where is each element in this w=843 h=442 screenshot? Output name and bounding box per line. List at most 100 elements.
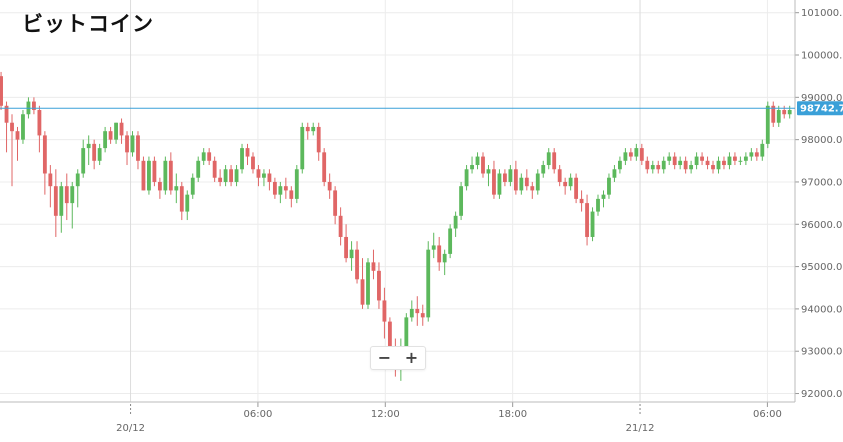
candle-body [283, 186, 288, 191]
candle [300, 122, 305, 174]
candle-body [272, 181, 277, 195]
candle [481, 152, 485, 178]
candle-body [42, 135, 47, 174]
zoom-in-button[interactable]: + [404, 348, 419, 367]
candle-body [53, 186, 58, 216]
candle-body [125, 135, 129, 153]
candle [382, 287, 387, 339]
candle [492, 160, 496, 199]
candle [272, 177, 277, 199]
candle [508, 165, 513, 187]
candle-body [223, 169, 228, 182]
y-tick-label: 97000.0 [801, 177, 842, 188]
candle-body [294, 169, 299, 199]
candle [765, 101, 770, 149]
x-tick-label: 21/12 [626, 423, 655, 434]
candle-body [344, 236, 349, 259]
candle-body [163, 160, 168, 191]
candle [552, 148, 557, 174]
candle-body [305, 126, 310, 132]
candle [782, 105, 787, 119]
candle [672, 152, 677, 170]
candle-body [656, 165, 661, 170]
candle-body [201, 152, 206, 161]
candle [420, 304, 425, 326]
candle [103, 126, 108, 153]
candle-body [196, 160, 201, 178]
candle-body [37, 110, 42, 136]
candle-body [157, 181, 162, 191]
candle-body [415, 308, 420, 314]
candle [628, 148, 633, 161]
candle [689, 160, 694, 174]
candle [601, 190, 606, 208]
candle [190, 173, 195, 199]
candle-body [530, 186, 535, 191]
zoom-out-button[interactable]: − [377, 348, 392, 367]
candle-body [103, 131, 108, 149]
candle [623, 148, 628, 166]
candle [612, 165, 617, 182]
candle [240, 143, 244, 174]
candle [355, 241, 359, 284]
candle-body [377, 270, 381, 301]
candle-body [4, 105, 9, 123]
candle-body [705, 160, 710, 166]
candle-body [459, 186, 464, 216]
candle-body [262, 173, 266, 178]
candle [92, 139, 97, 170]
candle [108, 126, 113, 144]
candle-body [475, 156, 480, 166]
candle [316, 122, 321, 161]
candle [749, 148, 754, 161]
candle-body [15, 131, 20, 140]
candle-body [64, 186, 69, 204]
candle [733, 152, 737, 166]
candle-body [667, 156, 672, 161]
candle-body [152, 160, 157, 182]
candle-body [678, 160, 683, 166]
candle [634, 143, 639, 161]
candle [32, 97, 36, 115]
candle-body [596, 198, 600, 212]
candle [453, 211, 458, 237]
candle [579, 190, 584, 212]
candle-body [0, 76, 3, 106]
candle [311, 122, 316, 136]
candle-body [327, 181, 332, 191]
candle-body [765, 105, 770, 144]
candle [245, 143, 250, 166]
candle [53, 169, 58, 237]
candle-body [218, 177, 223, 182]
candle-body [782, 110, 787, 115]
candle [486, 165, 491, 187]
candle [470, 156, 474, 174]
candle-body [136, 135, 140, 161]
candle-body [661, 160, 666, 170]
candle [48, 165, 53, 208]
candle-body [486, 169, 491, 174]
candle [218, 169, 223, 187]
candle [201, 148, 206, 166]
candle-body [738, 160, 743, 162]
candle-body [481, 156, 485, 174]
candle-body [623, 152, 628, 161]
candle-body [628, 152, 633, 157]
y-tick-label: 98000.0 [801, 135, 842, 146]
candle-body [694, 156, 699, 166]
y-tick-label: 99000.0 [801, 93, 842, 104]
candle [497, 169, 502, 199]
candle-body [502, 173, 507, 182]
candle-body [251, 156, 255, 170]
candle [590, 207, 595, 242]
y-tick-label: 101000.0 [801, 8, 843, 19]
candle [185, 190, 190, 221]
grid-layer [0, 0, 795, 402]
candle-body [322, 152, 327, 182]
candle [607, 173, 611, 199]
candle-body [585, 203, 589, 237]
candle-body [21, 114, 25, 140]
candle [776, 105, 781, 127]
candle-body [722, 160, 726, 166]
candle-body [278, 186, 283, 195]
